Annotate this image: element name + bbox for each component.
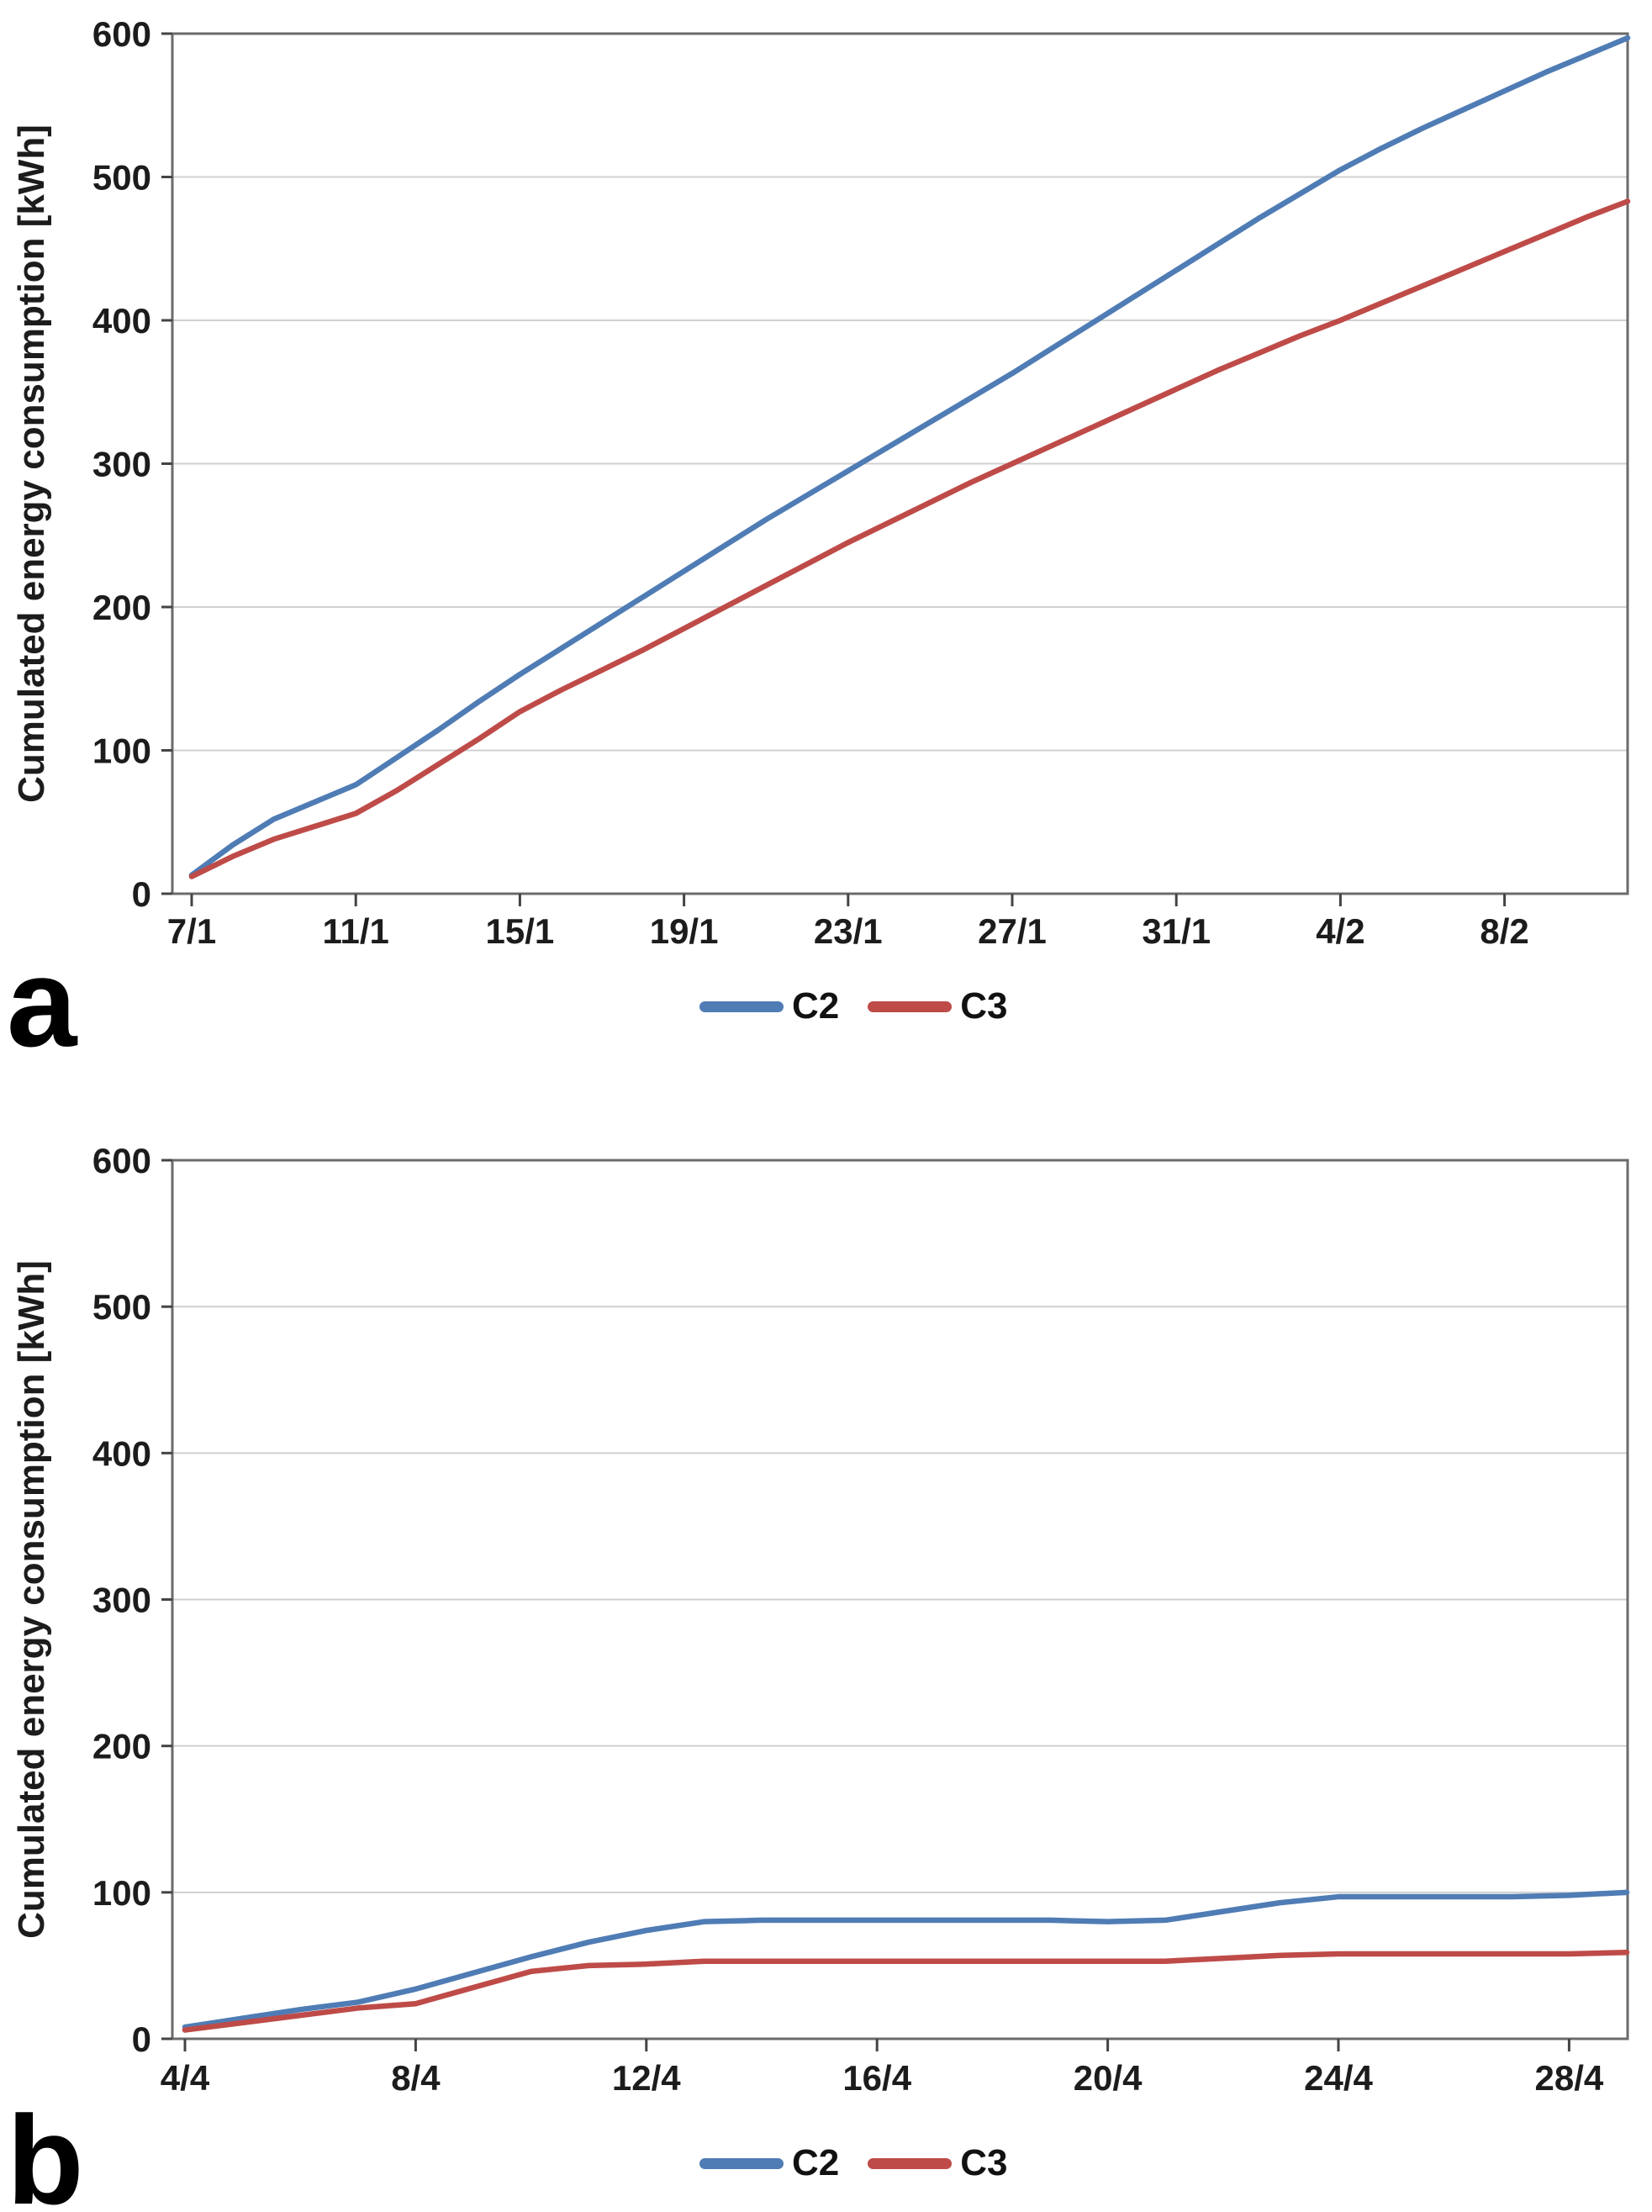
y-tick-label: 200	[92, 1727, 151, 1766]
legend-chart-b: C2 C3	[699, 2142, 1008, 2184]
series-C3	[188, 198, 1631, 879]
x-tick-label: 23/1	[814, 911, 883, 951]
x-tick-label: 31/1	[1142, 911, 1211, 951]
y-tick-label: 500	[92, 158, 151, 198]
x-tick-label: 8/4	[391, 2058, 441, 2098]
c3-line-swatch	[868, 2157, 953, 2169]
c2-legend-label: C2	[792, 985, 840, 1027]
y-axis-title: Cumulated energy consumption [kWh]	[11, 124, 52, 803]
x-tick-label: 24/4	[1304, 2058, 1373, 2098]
y-axis-title: Cumulated energy consumption [kWh]	[11, 1260, 52, 1939]
legend-item-c3: C3	[868, 2142, 1008, 2184]
chart-a-plot: 0 100 200 300 400 500 600 7/1 11/1 15/1 19/1 23/1 27…	[11, 14, 1631, 951]
y-tick-label: 100	[92, 731, 151, 771]
x-tick-label: 20/4	[1074, 2058, 1143, 2098]
x-tick-label: 16/4	[842, 2058, 911, 2098]
x-axis: 7/1 11/1 15/1 19/1 23/1 27/1 31/1 4/2 8/2	[167, 894, 1529, 951]
c3-line-swatch	[868, 1000, 953, 1012]
y-tick-label: 200	[92, 588, 151, 627]
y-axis: 0 100 200 300 400 500 600	[92, 1141, 172, 2059]
y-tick-label: 300	[92, 445, 151, 484]
y-tick-label: 600	[92, 14, 151, 54]
x-tick-label: 12/4	[612, 2058, 681, 2098]
x-tick-label: 27/1	[978, 911, 1047, 951]
x-tick-label: 4/2	[1316, 911, 1364, 951]
c3-legend-label: C3	[960, 985, 1008, 1027]
legend-item-c2: C2	[699, 2142, 839, 2184]
y-tick-label: 500	[92, 1287, 151, 1327]
x-axis: 4/4 8/4 12/4 16/4 20/4 24/4 28/4	[161, 2039, 1604, 2098]
y-tick-label: 0	[132, 2019, 151, 2059]
y-tick-label: 300	[92, 1581, 151, 1620]
series-C2	[188, 34, 1631, 879]
panel-label-a: a	[7, 932, 77, 1073]
series-C3	[182, 1949, 1630, 2033]
legend-item-c2: C2	[699, 985, 839, 1027]
x-tick-label: 4/4	[161, 2058, 210, 2098]
x-tick-label: 7/1	[167, 911, 216, 951]
gridlines	[172, 176, 1628, 752]
c2-line-swatch	[699, 1000, 784, 1012]
y-tick-label: 0	[132, 874, 151, 914]
y-tick-label: 100	[92, 1873, 151, 1913]
x-tick-label: 15/1	[486, 911, 555, 951]
gridlines	[172, 1306, 1628, 1893]
x-tick-label: 28/4	[1535, 2058, 1604, 2098]
legend-chart-a: C2 C3	[699, 985, 1008, 1027]
chart-b-plot: 0 100 200 300 400 500 600 4/4 8/4 12/4 16/4 20/4 24/…	[11, 1141, 1630, 2098]
panel-label-b: b	[7, 2089, 84, 2212]
x-tick-label: 11/1	[322, 911, 388, 951]
c2-legend-label: C2	[792, 2142, 840, 2183]
c3-legend-label: C3	[960, 2142, 1008, 2183]
x-tick-label: 19/1	[650, 911, 719, 951]
c2-line-swatch	[699, 2157, 784, 2169]
legend-item-c3: C3	[868, 985, 1008, 1027]
y-axis: 0 100 200 300 400 500 600	[92, 14, 172, 914]
y-tick-label: 600	[92, 1141, 151, 1180]
x-tick-label: 8/2	[1480, 911, 1528, 951]
series-C2	[182, 1889, 1630, 2030]
y-tick-label: 400	[92, 1433, 151, 1473]
y-tick-label: 400	[92, 301, 151, 341]
